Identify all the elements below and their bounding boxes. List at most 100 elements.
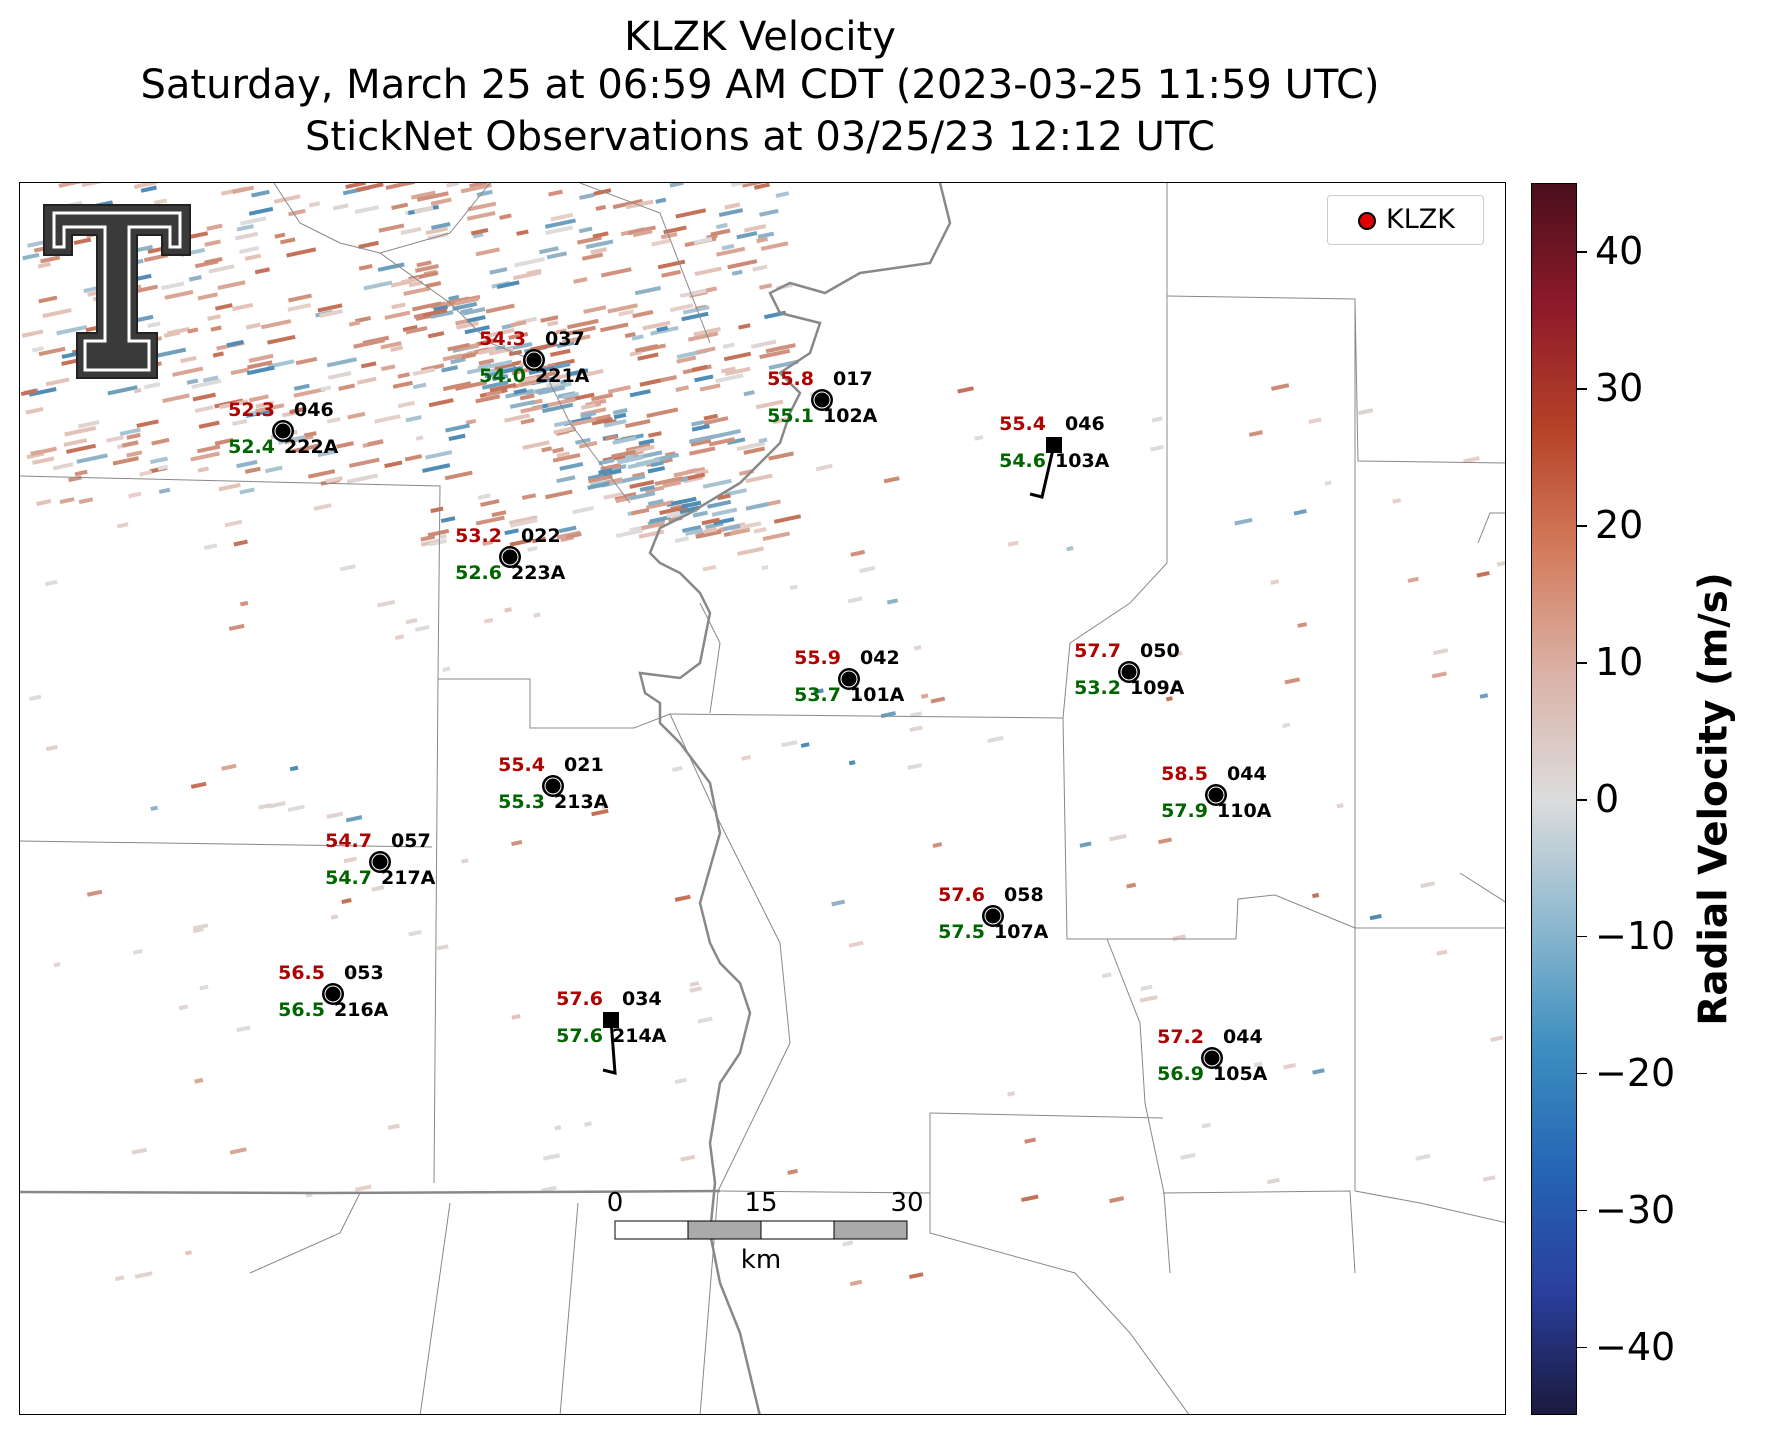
velocity-gate (191, 378, 222, 389)
velocity-gate (58, 183, 86, 188)
velocity-gate (466, 210, 496, 221)
velocity-gate (513, 388, 527, 395)
velocity-gate (531, 536, 547, 544)
velocity-gate (541, 446, 553, 453)
station-temperature: 57.7 (1074, 640, 1121, 662)
velocity-gate (600, 322, 629, 333)
velocity-gate (639, 484, 655, 492)
velocity-gate (247, 360, 273, 370)
velocity-gate (452, 301, 478, 311)
velocity-gate (440, 516, 456, 524)
velocity-gate (154, 347, 187, 359)
velocity-gate (184, 1250, 193, 1256)
colorbar-tick (1577, 1346, 1587, 1349)
velocity-gate (696, 346, 716, 355)
velocity-gate (540, 315, 559, 323)
velocity-gate (907, 763, 923, 770)
velocity-gate (268, 801, 286, 809)
velocity-gate (987, 735, 1004, 744)
velocity-gate (45, 744, 58, 752)
velocity-gate (556, 475, 576, 484)
velocity-gate (581, 252, 604, 261)
station-marker-ring (525, 351, 543, 369)
velocity-gate (199, 984, 209, 991)
velocity-gate (679, 288, 707, 298)
velocity-gate (491, 510, 507, 518)
velocity-gate (397, 372, 410, 379)
velocity-gate (248, 206, 274, 216)
velocity-gate (813, 688, 824, 695)
velocity-gate (400, 276, 420, 285)
velocity-gate (485, 389, 503, 397)
station-marker-square-icon[interactable] (1046, 437, 1062, 453)
velocity-gate (750, 339, 777, 349)
velocity-gate (675, 385, 689, 392)
velocity-gate (234, 231, 259, 241)
velocity-gate (198, 420, 220, 429)
velocity-gate (634, 343, 659, 353)
velocity-gate (719, 523, 741, 533)
velocity-gate (910, 711, 923, 718)
velocity-gate (355, 1184, 372, 1192)
velocity-gate (669, 183, 684, 188)
velocity-gate (539, 246, 559, 255)
velocity-gate (752, 264, 768, 272)
velocity-gate (206, 223, 223, 231)
velocity-gate (21, 329, 44, 338)
velocity-gate (886, 598, 899, 605)
velocity-gate (448, 294, 460, 301)
velocity-gate (397, 400, 415, 409)
velocity-gate (1109, 1196, 1125, 1204)
station-temperature: 52.3 (228, 399, 275, 421)
station-id: 216A (334, 999, 389, 1021)
velocity-gate (800, 742, 810, 748)
station-dewpoint: 54.6 (999, 450, 1046, 472)
velocity-gate (260, 319, 292, 330)
velocity-gate (233, 539, 248, 547)
title-line-3: StickNet Observations at 03/25/23 12:12 … (305, 114, 1215, 160)
station-id: 107A (994, 921, 1049, 943)
velocity-gate (1476, 571, 1490, 578)
velocity-gate (291, 443, 319, 454)
velocity-gate (367, 439, 384, 447)
velocity-gate (478, 358, 495, 366)
velocity-gate (699, 383, 721, 392)
velocity-gate (653, 452, 680, 462)
velocity-gate (403, 286, 431, 296)
velocity-gate (42, 308, 72, 319)
state-borders (20, 183, 952, 1414)
velocity-gate (913, 645, 922, 651)
velocity-gate (358, 263, 373, 271)
velocity-gate (695, 529, 722, 539)
velocity-gate (701, 517, 721, 526)
velocity-gate (339, 564, 356, 572)
scale-label-15: 15 (744, 1188, 777, 1218)
station-dewpoint: 52.4 (228, 436, 275, 458)
velocity-gate (1308, 417, 1322, 425)
velocity-gate (287, 804, 305, 813)
station-marker-ring (1203, 1049, 1221, 1067)
velocity-gate (607, 385, 631, 394)
velocity-gate (584, 368, 604, 377)
colorbar-tick-label: −10 (1595, 913, 1676, 958)
velocity-gate (425, 281, 442, 289)
velocity-gate (341, 898, 352, 904)
velocity-gate (676, 355, 697, 364)
station-marker-ring (371, 853, 389, 871)
station-marker-square-icon[interactable] (603, 1012, 619, 1028)
velocity-gate (246, 365, 275, 376)
velocity-gate (126, 450, 143, 458)
velocity-gate (116, 522, 129, 529)
velocity-gate (716, 246, 746, 257)
velocity-gate (143, 382, 161, 390)
velocity-gate (613, 412, 627, 420)
velocity-gate (880, 711, 897, 719)
station-id: 102A (823, 405, 878, 427)
velocity-gate (644, 485, 665, 494)
velocity-gate (522, 440, 550, 450)
velocity-gate (535, 386, 554, 394)
radar-map[interactable]: 0 15 30 km 54.3 037 54.0 221A 52.3 046 52.4 222… (19, 182, 1506, 1415)
velocity-gate (1369, 913, 1382, 921)
velocity-gate (715, 373, 744, 384)
velocity-gate (509, 399, 536, 409)
